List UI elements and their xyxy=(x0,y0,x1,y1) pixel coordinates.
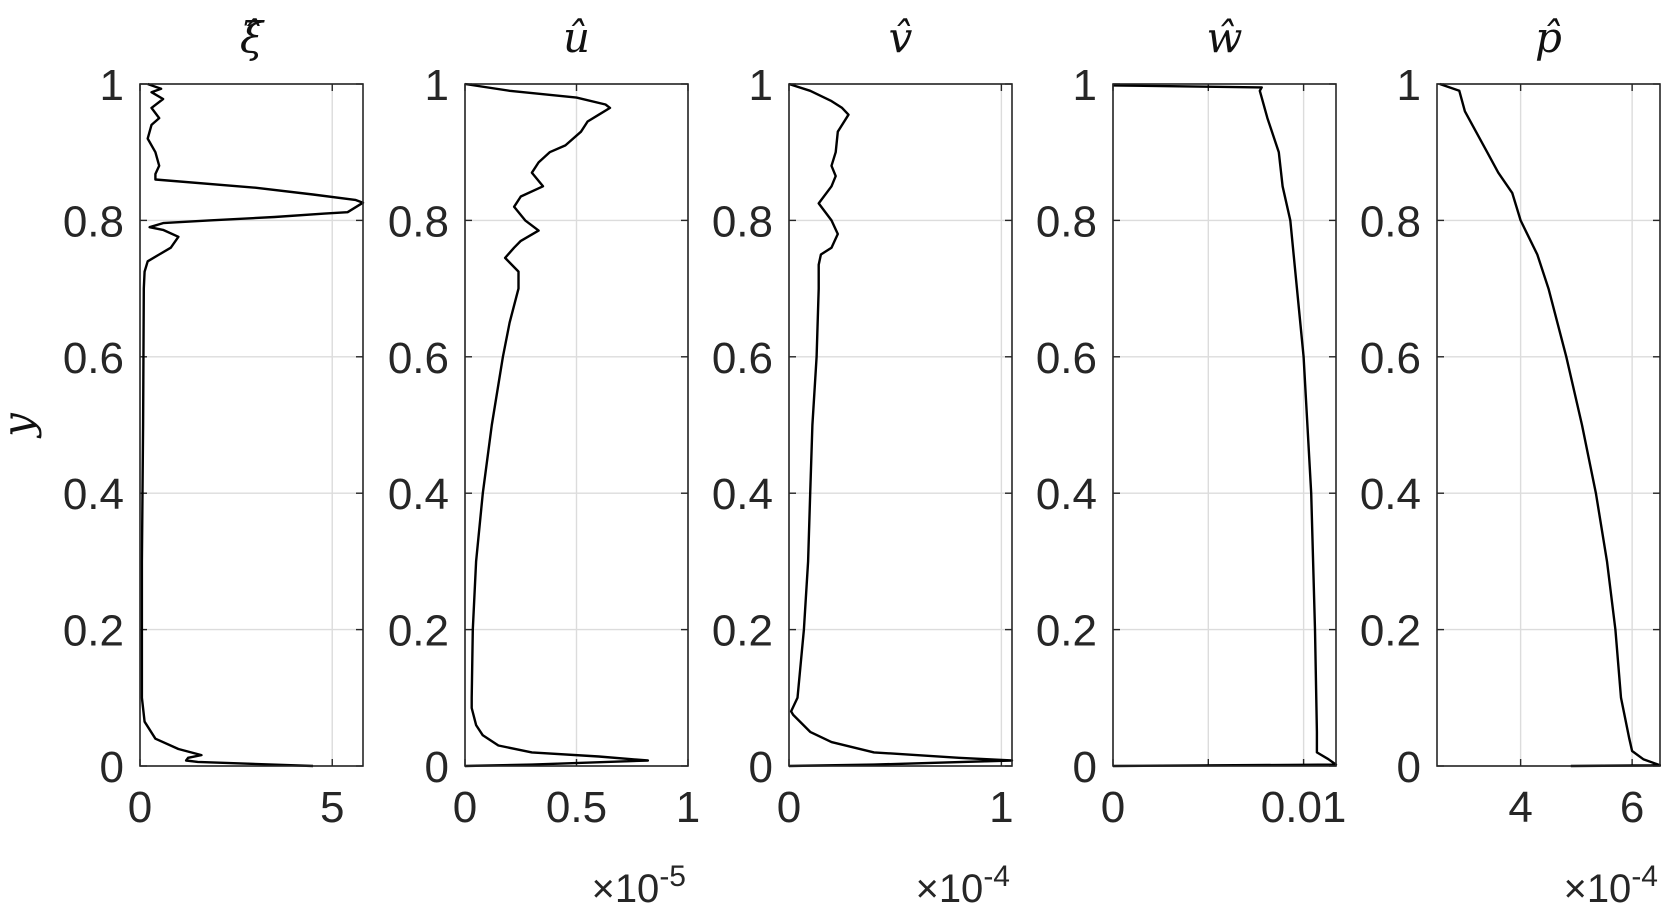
series-line xyxy=(140,82,365,768)
y-tick-label: 0.2 xyxy=(63,607,124,656)
axes-frame xyxy=(1436,83,1661,767)
y-tick-label: 0.6 xyxy=(63,334,124,383)
x-tick-label: 1 xyxy=(676,783,700,832)
y-tick-label: 0 xyxy=(425,743,449,792)
series-line xyxy=(1439,82,1661,768)
y-axis-label: y xyxy=(0,412,42,439)
y-tick-label: 0 xyxy=(1397,743,1421,792)
chart-panel-3: 0 0.2 0.4 0.6 0.8 1 0 1 v̂ ×10-4 xyxy=(712,13,1014,911)
panel-title: v̂ xyxy=(889,13,913,62)
y-tick-label: 0 xyxy=(1073,743,1097,792)
exponent-label: ×10-5 xyxy=(591,860,686,911)
series-line xyxy=(464,82,650,768)
x-tick-label: 0 xyxy=(1101,783,1125,832)
x-tick-label: 6 xyxy=(1620,783,1644,832)
y-tick-label: 1 xyxy=(100,61,124,110)
x-tick-label: 0 xyxy=(453,783,477,832)
series-line xyxy=(788,82,1014,768)
y-tick-label: 0 xyxy=(100,743,124,792)
y-tick-label: 1 xyxy=(749,61,773,110)
panel-title: p̂ xyxy=(1535,13,1562,62)
y-tick-label: 0 xyxy=(749,743,773,792)
y-tick-label: 0.6 xyxy=(1036,334,1097,383)
y-tick-label: 0.8 xyxy=(1360,197,1421,246)
y-tick-label: 0.4 xyxy=(63,470,124,519)
y-tick-label: 0.8 xyxy=(1036,197,1097,246)
chart-panel-4: 0 0.2 0.4 0.6 0.8 1 0 0.01 ŵ xyxy=(1036,13,1347,832)
x-tick-label: 0 xyxy=(777,783,801,832)
y-tick-label: 0.2 xyxy=(712,607,773,656)
exponent-base: ×10 xyxy=(1563,867,1631,911)
panel-title: ξ̂ xyxy=(240,13,265,62)
y-tick-label: 0.6 xyxy=(712,334,773,383)
x-tick-label: 4 xyxy=(1508,783,1532,832)
axes-frame xyxy=(788,83,1013,767)
axes-frame xyxy=(1112,83,1337,767)
y-tick-label: 1 xyxy=(1397,61,1421,110)
exponent-base: ×10 xyxy=(915,867,983,911)
chart-panel-2: 0 0.2 0.4 0.6 0.8 1 0 0.5 1 û ×10-5 xyxy=(388,13,700,911)
y-tick-label: 0.8 xyxy=(712,197,773,246)
y-tick-label: 1 xyxy=(425,61,449,110)
panel-title: û xyxy=(563,13,590,62)
panel-title: ŵ xyxy=(1207,13,1243,62)
y-tick-label: 0.4 xyxy=(388,470,449,519)
y-tick-label: 0.2 xyxy=(388,607,449,656)
y-tick-label: 0.2 xyxy=(1360,607,1421,656)
y-tick-label: 0.2 xyxy=(1036,607,1097,656)
exponent-power: -5 xyxy=(659,860,686,893)
axes-frame xyxy=(139,83,364,767)
exponent-base: ×10 xyxy=(591,867,659,911)
y-tick-label: 0.8 xyxy=(388,197,449,246)
x-tick-label: 0 xyxy=(128,783,152,832)
x-tick-label: 0.5 xyxy=(546,783,607,832)
exponent-power: -4 xyxy=(983,860,1010,893)
y-tick-label: 0.4 xyxy=(1360,470,1421,519)
exponent-label: ×10-4 xyxy=(915,860,1010,911)
axes-frame xyxy=(464,83,689,767)
y-tick-label: 0.8 xyxy=(63,197,124,246)
y-tick-label: 1 xyxy=(1073,61,1097,110)
y-tick-label: 0.6 xyxy=(1360,334,1421,383)
x-tick-label: 1 xyxy=(989,783,1013,832)
series-line xyxy=(1112,84,1338,768)
y-tick-label: 0.4 xyxy=(712,470,773,519)
chart-panel-1: 0 0.2 0.4 0.6 0.8 1 0 5 ξ̂ y xyxy=(0,13,365,832)
y-tick-label: 0.6 xyxy=(388,334,449,383)
y-tick-label: 0.4 xyxy=(1036,470,1097,519)
chart-panel-5: 0 0.2 0.4 0.6 0.8 1 4 6 p̂ ×10-4 xyxy=(1360,13,1661,911)
x-tick-label: 5 xyxy=(320,783,344,832)
exponent-label: ×10-4 xyxy=(1563,860,1658,911)
x-tick-label: 0.01 xyxy=(1261,783,1347,832)
exponent-power: -4 xyxy=(1631,860,1658,893)
